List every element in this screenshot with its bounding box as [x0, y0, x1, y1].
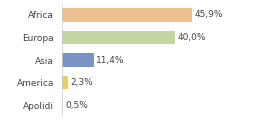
- Text: 11,4%: 11,4%: [96, 55, 125, 65]
- Bar: [62, 31, 175, 44]
- Bar: [62, 8, 192, 22]
- Text: 45,9%: 45,9%: [195, 10, 223, 19]
- Text: 2,3%: 2,3%: [71, 78, 93, 87]
- Bar: [62, 53, 94, 67]
- Bar: [62, 76, 68, 89]
- Bar: [62, 98, 63, 112]
- Text: 40,0%: 40,0%: [178, 33, 206, 42]
- Text: 0,5%: 0,5%: [65, 101, 88, 110]
